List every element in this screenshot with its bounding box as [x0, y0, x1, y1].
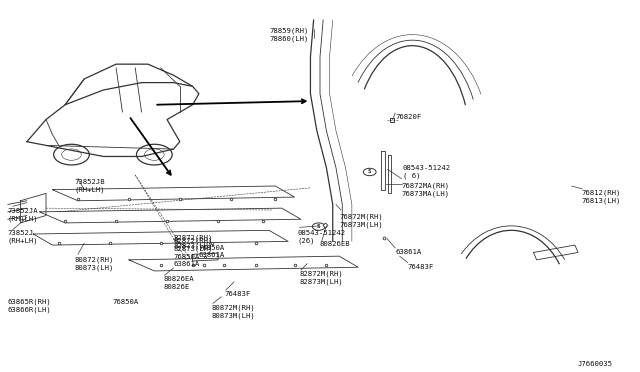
Text: 76812(RH)
76813(LH): 76812(RH) 76813(LH) [581, 190, 621, 204]
Text: 08543-51242
( 6): 08543-51242 ( 6) [403, 164, 451, 179]
Text: 82872(RH)
82873(LH): 82872(RH) 82873(LH) [173, 235, 213, 249]
Text: 08543-51242
(26): 08543-51242 (26) [298, 230, 346, 244]
Text: 80872(RH)
80873(LH): 80872(RH) 80873(LH) [75, 256, 114, 271]
Text: 80872M(RH)
80873M(LH): 80872M(RH) 80873M(LH) [212, 305, 255, 320]
Text: 76850A: 76850A [199, 245, 225, 251]
Text: 63861A: 63861A [395, 249, 422, 255]
Text: 76820F: 76820F [395, 114, 422, 120]
Text: 76483F: 76483F [225, 291, 251, 297]
Text: S: S [368, 170, 371, 174]
Text: 80826EA
80826E: 80826EA 80826E [164, 276, 195, 290]
Text: 63865R(RH)
63866R(LH): 63865R(RH) 63866R(LH) [8, 299, 51, 313]
Text: 73852JB
(RH+LH): 73852JB (RH+LH) [75, 179, 106, 193]
Text: 73852JA
(RH+LH): 73852JA (RH+LH) [8, 208, 38, 222]
Text: 80826EB: 80826EB [320, 241, 351, 247]
Text: 76872MA(RH)
76873MA(LH): 76872MA(RH) 76873MA(LH) [401, 182, 450, 197]
Text: 82872(RH)
82873(LH)
76850A
63861A: 82872(RH) 82873(LH) 76850A 63861A [173, 238, 213, 267]
Text: 76872M(RH)
76873M(LH): 76872M(RH) 76873M(LH) [339, 214, 383, 228]
Text: 76850A: 76850A [113, 299, 139, 305]
Text: 63861A: 63861A [199, 252, 225, 258]
Text: 82872M(RH)
82873M(LH): 82872M(RH) 82873M(LH) [300, 271, 343, 285]
Text: 73852J
(RH+LH): 73852J (RH+LH) [8, 230, 38, 244]
Text: S: S [317, 224, 321, 229]
Text: J7660035: J7660035 [578, 361, 613, 368]
Text: 76483F: 76483F [408, 263, 434, 270]
Text: 78859(RH)
78860(LH): 78859(RH) 78860(LH) [269, 27, 308, 42]
